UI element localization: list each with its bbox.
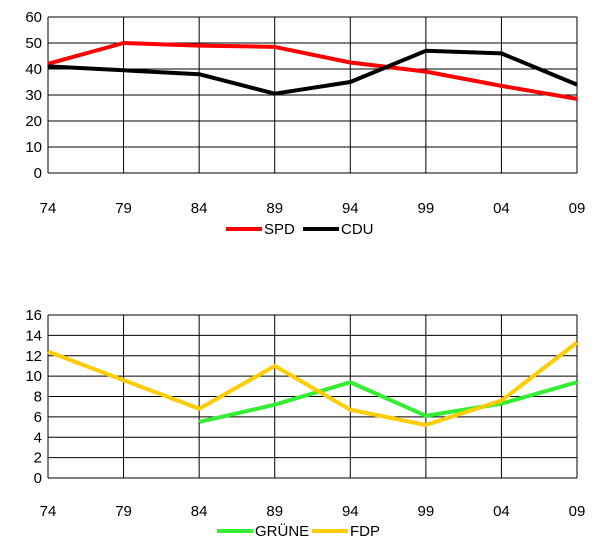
x-tick-label: 94 — [342, 200, 359, 217]
x-tick-label: 89 — [266, 200, 283, 217]
y-tick-label: 16 — [25, 307, 42, 324]
x-tick-label: 89 — [266, 503, 283, 520]
y-tick-label: 40 — [25, 61, 42, 78]
y-tick-label: 4 — [34, 429, 42, 446]
legend-label: GRÜNE — [255, 522, 309, 540]
x-tick-label: 79 — [115, 200, 132, 217]
y-tick-label: 20 — [25, 113, 42, 130]
series-line-spd — [47, 41, 578, 101]
series-line-cdu — [47, 48, 578, 96]
x-tick-label: 74 — [40, 503, 57, 520]
x-tick-label: 84 — [191, 503, 208, 520]
y-tick-label: 6 — [34, 409, 42, 426]
y-tick-label: 30 — [25, 87, 42, 104]
y-tick-label: 12 — [25, 348, 42, 365]
legend: SPD CDU — [226, 221, 374, 238]
x-tick-label: 04 — [493, 200, 510, 217]
x-tick-label: 99 — [418, 503, 435, 520]
y-tick-label: 10 — [25, 139, 42, 156]
y-tick-label: 0 — [34, 470, 42, 487]
series-line-grüne — [198, 380, 578, 424]
y-tick-label: 2 — [34, 450, 42, 467]
chart-gruene-fdp: 0 2 4 6 8 10 12 14 16 74 79 84 89 94 99 04 09 GRÜNE FDP — [25, 307, 585, 540]
y-tick-label: 10 — [25, 368, 42, 385]
legend: GRÜNE FDP — [217, 522, 380, 540]
y-tick-label: 8 — [34, 389, 42, 406]
legend-label: CDU — [341, 221, 374, 238]
x-tick-label: 94 — [342, 503, 359, 520]
x-tick-label: 09 — [569, 200, 586, 217]
y-tick-label: 14 — [25, 327, 42, 344]
legend-label: FDP — [350, 523, 380, 540]
x-tick-label: 09 — [569, 503, 586, 520]
chart-spd-cdu: 0 10 20 30 40 50 60 74 79 84 89 94 99 04 09 SPD CDU — [25, 9, 585, 238]
y-tick-label: 60 — [25, 9, 42, 26]
grid — [47, 314, 578, 479]
x-tick-label: 79 — [115, 503, 132, 520]
series-line-fdp — [47, 340, 579, 428]
x-tick-label: 74 — [40, 200, 57, 217]
legend-label: SPD — [264, 221, 295, 238]
y-tick-label: 0 — [34, 165, 42, 182]
grid — [47, 16, 578, 174]
x-tick-label: 04 — [493, 503, 510, 520]
x-tick-label: 99 — [418, 200, 435, 217]
y-tick-label: 50 — [25, 35, 42, 52]
x-tick-label: 84 — [191, 200, 208, 217]
